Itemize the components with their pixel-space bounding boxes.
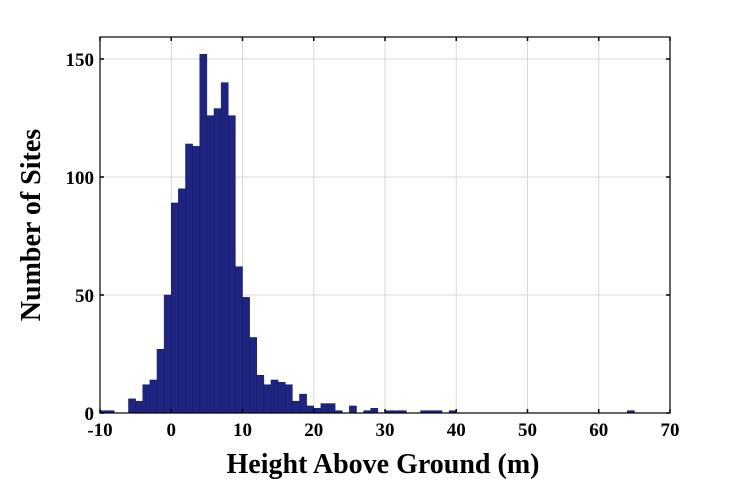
bars-layer xyxy=(99,54,635,414)
histogram-bar xyxy=(163,294,172,414)
histogram-bar xyxy=(185,143,193,414)
x-tick-label: 40 xyxy=(447,420,466,441)
x-tick-label: 20 xyxy=(304,420,323,441)
histogram-bar xyxy=(171,202,179,414)
histogram-bar xyxy=(277,382,286,414)
ticks-layer xyxy=(99,37,671,414)
x-tick-label: -10 xyxy=(87,420,112,441)
histogram-bar xyxy=(206,115,215,414)
histogram-bar xyxy=(213,108,222,414)
histogram-bar xyxy=(327,403,336,414)
histogram-bar xyxy=(370,408,379,414)
y-axis-title: Number of Sites xyxy=(16,129,47,321)
y-tick-label: 150 xyxy=(66,50,95,71)
histogram-bar xyxy=(242,297,250,414)
histogram-bar xyxy=(292,400,300,414)
histogram-bar xyxy=(349,405,357,414)
histogram-bar xyxy=(270,379,279,414)
histogram-bar xyxy=(192,146,200,414)
histogram-bar xyxy=(320,403,329,414)
y-tick-label: 0 xyxy=(85,404,95,425)
y-tick-label: 100 xyxy=(66,168,95,189)
x-tick-label: 30 xyxy=(376,420,395,441)
x-tick-label: 70 xyxy=(661,420,680,441)
histogram-bar xyxy=(313,408,322,414)
histogram-bar xyxy=(285,384,293,414)
histogram-bar xyxy=(156,349,165,414)
histogram-bar xyxy=(199,54,208,414)
histogram-bar xyxy=(235,266,243,414)
histogram-bar xyxy=(220,82,229,414)
histogram-bar xyxy=(178,188,186,414)
histogram-bar xyxy=(142,384,151,414)
histogram-bar xyxy=(135,400,143,414)
histogram-bar xyxy=(256,374,265,414)
x-tick-label: 50 xyxy=(518,420,537,441)
x-tick-label: 0 xyxy=(167,420,177,441)
histogram-bar xyxy=(249,337,257,414)
grid-layer xyxy=(100,37,670,413)
x-axis-title: Height Above Ground (m) xyxy=(227,449,540,480)
histogram-bar xyxy=(128,398,136,414)
histogram-bar xyxy=(299,393,307,414)
histogram-bar xyxy=(306,405,314,414)
histogram-bar xyxy=(263,384,272,414)
x-tick-label: 60 xyxy=(589,420,608,441)
histogram-bar xyxy=(228,115,236,414)
y-tick-label: 50 xyxy=(75,286,94,307)
x-tick-label: 10 xyxy=(233,420,252,441)
histogram-bar xyxy=(149,379,158,414)
